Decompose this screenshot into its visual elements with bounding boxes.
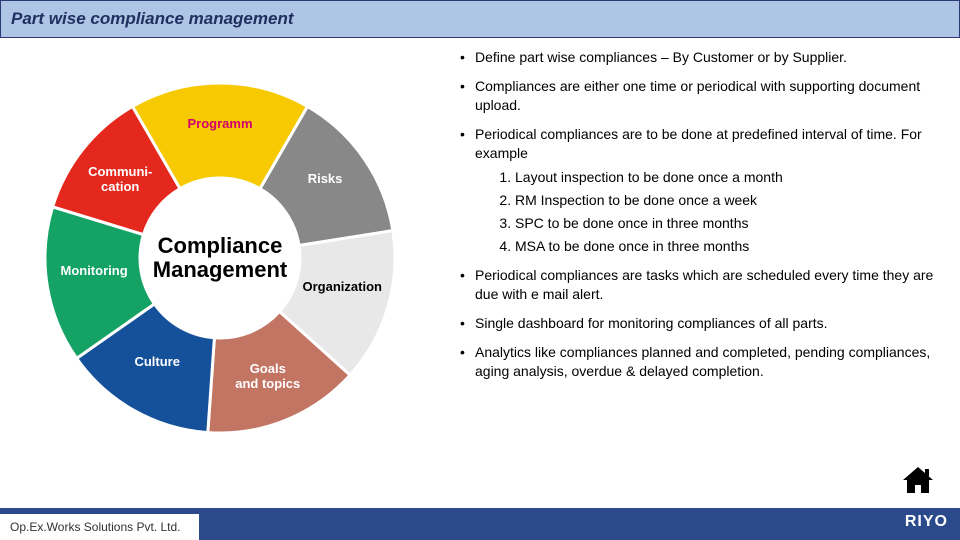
footer-brand: RIYO (905, 513, 948, 531)
diagram-column: Compliance Management ProgrammRisksOrgan… (20, 48, 440, 458)
bullet-item: Single dashboard for monitoring complian… (455, 314, 940, 333)
bullet-item: Periodical compliances are to be done at… (455, 125, 940, 256)
bullet-item: Analytics like compliances planned and c… (455, 343, 940, 381)
home-icon[interactable] (901, 465, 935, 500)
center-line2: Management (153, 257, 287, 282)
footer-company: Op.Ex.Works Solutions Pvt. Ltd. (0, 514, 199, 540)
bullet-column: Define part wise compliances – By Custom… (455, 48, 940, 458)
donut-center-label: Compliance Management (153, 234, 287, 282)
compliance-donut-chart: Compliance Management ProgrammRisksOrgan… (20, 58, 420, 458)
bullet-item: Compliances are either one time or perio… (455, 77, 940, 115)
center-line1: Compliance (158, 233, 283, 258)
sub-list: Layout inspection to be done once a mont… (475, 168, 940, 256)
title-bar: Part wise compliance management (0, 0, 960, 38)
bullet-item: Periodical compliances are tasks which a… (455, 266, 940, 304)
sub-item: Layout inspection to be done once a mont… (515, 168, 940, 187)
sub-item: SPC to be done once in three months (515, 214, 940, 233)
sub-item: MSA to be done once in three months (515, 237, 940, 256)
page-title: Part wise compliance management (11, 9, 294, 28)
bullet-item: Define part wise compliances – By Custom… (455, 48, 940, 67)
footer-bar: Op.Ex.Works Solutions Pvt. Ltd. RIYO (0, 508, 960, 540)
sub-item: RM Inspection to be done once a week (515, 191, 940, 210)
content-area: Compliance Management ProgrammRisksOrgan… (0, 38, 960, 458)
bullet-list: Define part wise compliances – By Custom… (455, 48, 940, 380)
